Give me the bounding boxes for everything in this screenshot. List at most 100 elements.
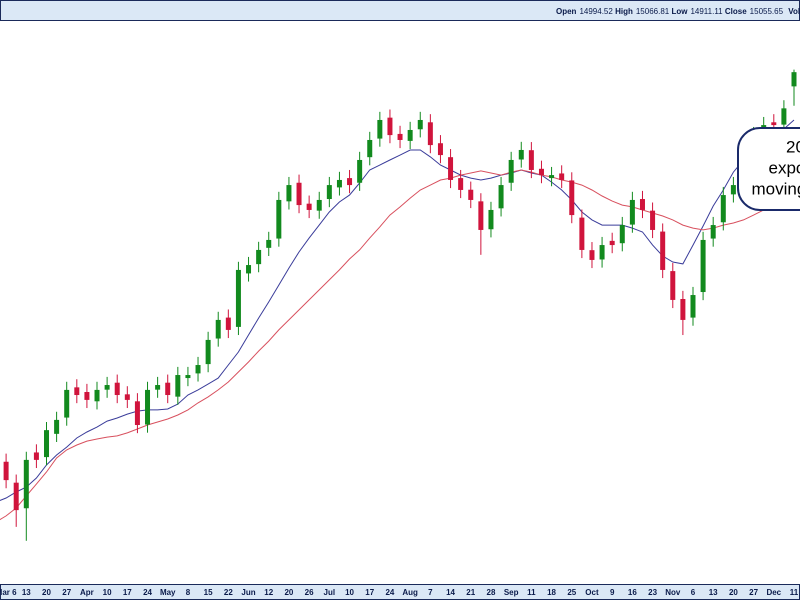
- candle-body: [246, 265, 252, 274]
- readout-label: Close: [725, 7, 747, 16]
- candle-body: [316, 199, 322, 211]
- candle-body: [114, 382, 120, 396]
- candle-body: [124, 394, 130, 400]
- candle-body: [468, 189, 474, 200]
- candle-body: [3, 461, 9, 481]
- x-tick-label: 27: [749, 588, 758, 597]
- candle-body: [54, 419, 60, 434]
- candle-body: [660, 231, 666, 270]
- candle-body: [266, 239, 272, 248]
- x-tick-label: Mar 6: [0, 588, 17, 597]
- candle-body: [74, 387, 80, 396]
- candle-body: [134, 401, 140, 426]
- candle-body: [387, 117, 393, 136]
- candle-body: [720, 195, 726, 223]
- candle-body: [84, 392, 90, 400]
- candle-body: [589, 250, 595, 260]
- candle-body: [225, 317, 231, 330]
- x-tick-label: 9: [610, 588, 615, 597]
- candle-body: [13, 482, 19, 511]
- candle-body: [680, 299, 686, 320]
- candle-body: [64, 389, 70, 418]
- x-tick-label: 18: [547, 588, 556, 597]
- candle-body: [195, 365, 201, 374]
- readout-label: Open: [556, 7, 577, 16]
- x-tick-label: 11: [790, 588, 799, 597]
- x-tick-label: 24: [143, 588, 152, 597]
- readout-label: Low: [671, 7, 688, 16]
- candle-body: [276, 199, 282, 239]
- moving-average-line: [0, 169, 795, 521]
- candle-body: [347, 178, 353, 186]
- x-tick-label: Jul: [324, 588, 336, 597]
- candle-body: [528, 150, 534, 170]
- x-tick-label: 25: [567, 588, 576, 597]
- candle-body: [559, 173, 565, 180]
- x-tick-label: 27: [62, 588, 71, 597]
- annotation-line: 20-day: [786, 137, 800, 156]
- x-tick-label: 11: [527, 588, 536, 597]
- x-tick-label: 20: [42, 588, 51, 597]
- x-tick-label: 15: [204, 588, 213, 597]
- candle-body: [448, 157, 454, 180]
- readout-value: 15055.65: [750, 7, 784, 16]
- x-tick-label: 20: [729, 588, 738, 597]
- x-tick-label: Nov: [665, 588, 681, 597]
- x-tick-label: Dec: [766, 588, 781, 597]
- candle-body: [579, 217, 585, 250]
- readout-label: Volume: [788, 7, 800, 16]
- candle-body: [791, 72, 797, 87]
- candle-body: [165, 382, 171, 396]
- candle-body: [256, 249, 262, 265]
- candle-body: [549, 175, 555, 179]
- x-tick-label: 13: [709, 588, 718, 597]
- candle-body: [609, 240, 615, 246]
- candle-body: [155, 385, 161, 390]
- candle-body: [508, 159, 514, 183]
- candle-body: [336, 179, 342, 188]
- candle-body: [478, 201, 484, 230]
- x-tick-label: 21: [466, 588, 475, 597]
- readout-value: 14911.11: [690, 7, 723, 16]
- x-tick-label: 10: [345, 588, 354, 597]
- candle-body: [215, 319, 221, 339]
- x-tick-label: 6: [691, 588, 696, 597]
- candle-body: [538, 168, 544, 176]
- x-tick-label: Apr: [80, 588, 94, 597]
- candle-body: [326, 185, 332, 200]
- candle-body: [639, 199, 645, 210]
- candle-body: [518, 149, 524, 160]
- x-tick-label: Oct: [585, 588, 599, 597]
- candle-body: [407, 129, 413, 141]
- readout-value: 14994.52: [579, 7, 613, 16]
- candle-body: [690, 295, 696, 318]
- x-tick-label: 22: [224, 588, 233, 597]
- candle-body: [629, 199, 635, 225]
- candle-body: [700, 239, 706, 293]
- candle-body: [23, 459, 29, 509]
- x-tick-label: 28: [487, 588, 496, 597]
- candle-body: [235, 269, 241, 327]
- candle-body: [357, 159, 363, 183]
- candle-body: [458, 178, 464, 190]
- x-tick-label: 17: [123, 588, 132, 597]
- candle-body: [367, 139, 373, 158]
- candle-body: [205, 339, 211, 365]
- candle-body: [104, 385, 110, 390]
- x-tick-label: 26: [305, 588, 314, 597]
- x-tick-label: 14: [446, 588, 455, 597]
- candle-body: [397, 133, 403, 140]
- candle-body: [488, 209, 494, 230]
- x-axis: Mar 6 13 20 27 Apr 10 17 24 May 8 15 22 Jun 12 20 26 Jul…: [0, 588, 799, 597]
- x-tick-label: 8: [186, 588, 191, 597]
- candle-body: [771, 122, 777, 126]
- candle-body: [599, 245, 605, 260]
- x-tick-label: Jun: [241, 588, 255, 597]
- x-tick-label: Aug: [402, 588, 418, 597]
- x-tick-label: 23: [648, 588, 657, 597]
- x-tick-label: Sep: [504, 588, 519, 597]
- x-tick-label: May: [160, 588, 176, 597]
- candle-body: [619, 225, 625, 244]
- candle-body: [781, 108, 787, 125]
